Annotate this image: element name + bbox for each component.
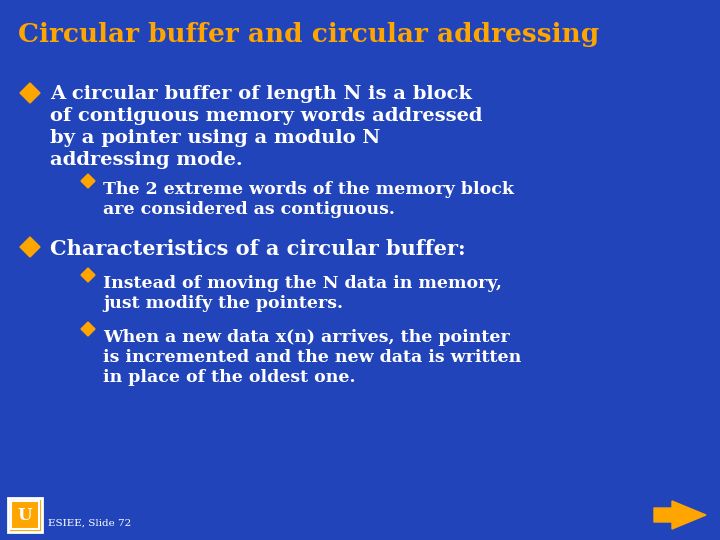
Text: are considered as contiguous.: are considered as contiguous.	[103, 201, 395, 218]
FancyBboxPatch shape	[11, 501, 39, 529]
Text: Circular buffer and circular addressing: Circular buffer and circular addressing	[18, 22, 599, 47]
Polygon shape	[81, 268, 95, 282]
Text: in place of the oldest one.: in place of the oldest one.	[103, 369, 356, 386]
Text: is incremented and the new data is written: is incremented and the new data is writt…	[103, 349, 521, 366]
Text: U: U	[18, 507, 32, 523]
Text: just modify the pointers.: just modify the pointers.	[103, 295, 343, 312]
Text: Instead of moving the N data in memory,: Instead of moving the N data in memory,	[103, 275, 502, 292]
Text: of contiguous memory words addressed: of contiguous memory words addressed	[50, 107, 482, 125]
Text: addressing mode.: addressing mode.	[50, 151, 243, 169]
Polygon shape	[81, 322, 95, 336]
Polygon shape	[20, 237, 40, 257]
Text: ESIEE, Slide 72: ESIEE, Slide 72	[48, 519, 131, 528]
Polygon shape	[654, 501, 706, 529]
Polygon shape	[20, 83, 40, 103]
Text: When a new data x(n) arrives, the pointer: When a new data x(n) arrives, the pointe…	[103, 329, 510, 346]
FancyBboxPatch shape	[8, 498, 42, 532]
Text: Characteristics of a circular buffer:: Characteristics of a circular buffer:	[50, 239, 466, 259]
Text: by a pointer using a modulo N: by a pointer using a modulo N	[50, 129, 380, 147]
Text: A circular buffer of length N is a block: A circular buffer of length N is a block	[50, 85, 472, 103]
Text: The 2 extreme words of the memory block: The 2 extreme words of the memory block	[103, 181, 514, 198]
Polygon shape	[81, 174, 95, 188]
